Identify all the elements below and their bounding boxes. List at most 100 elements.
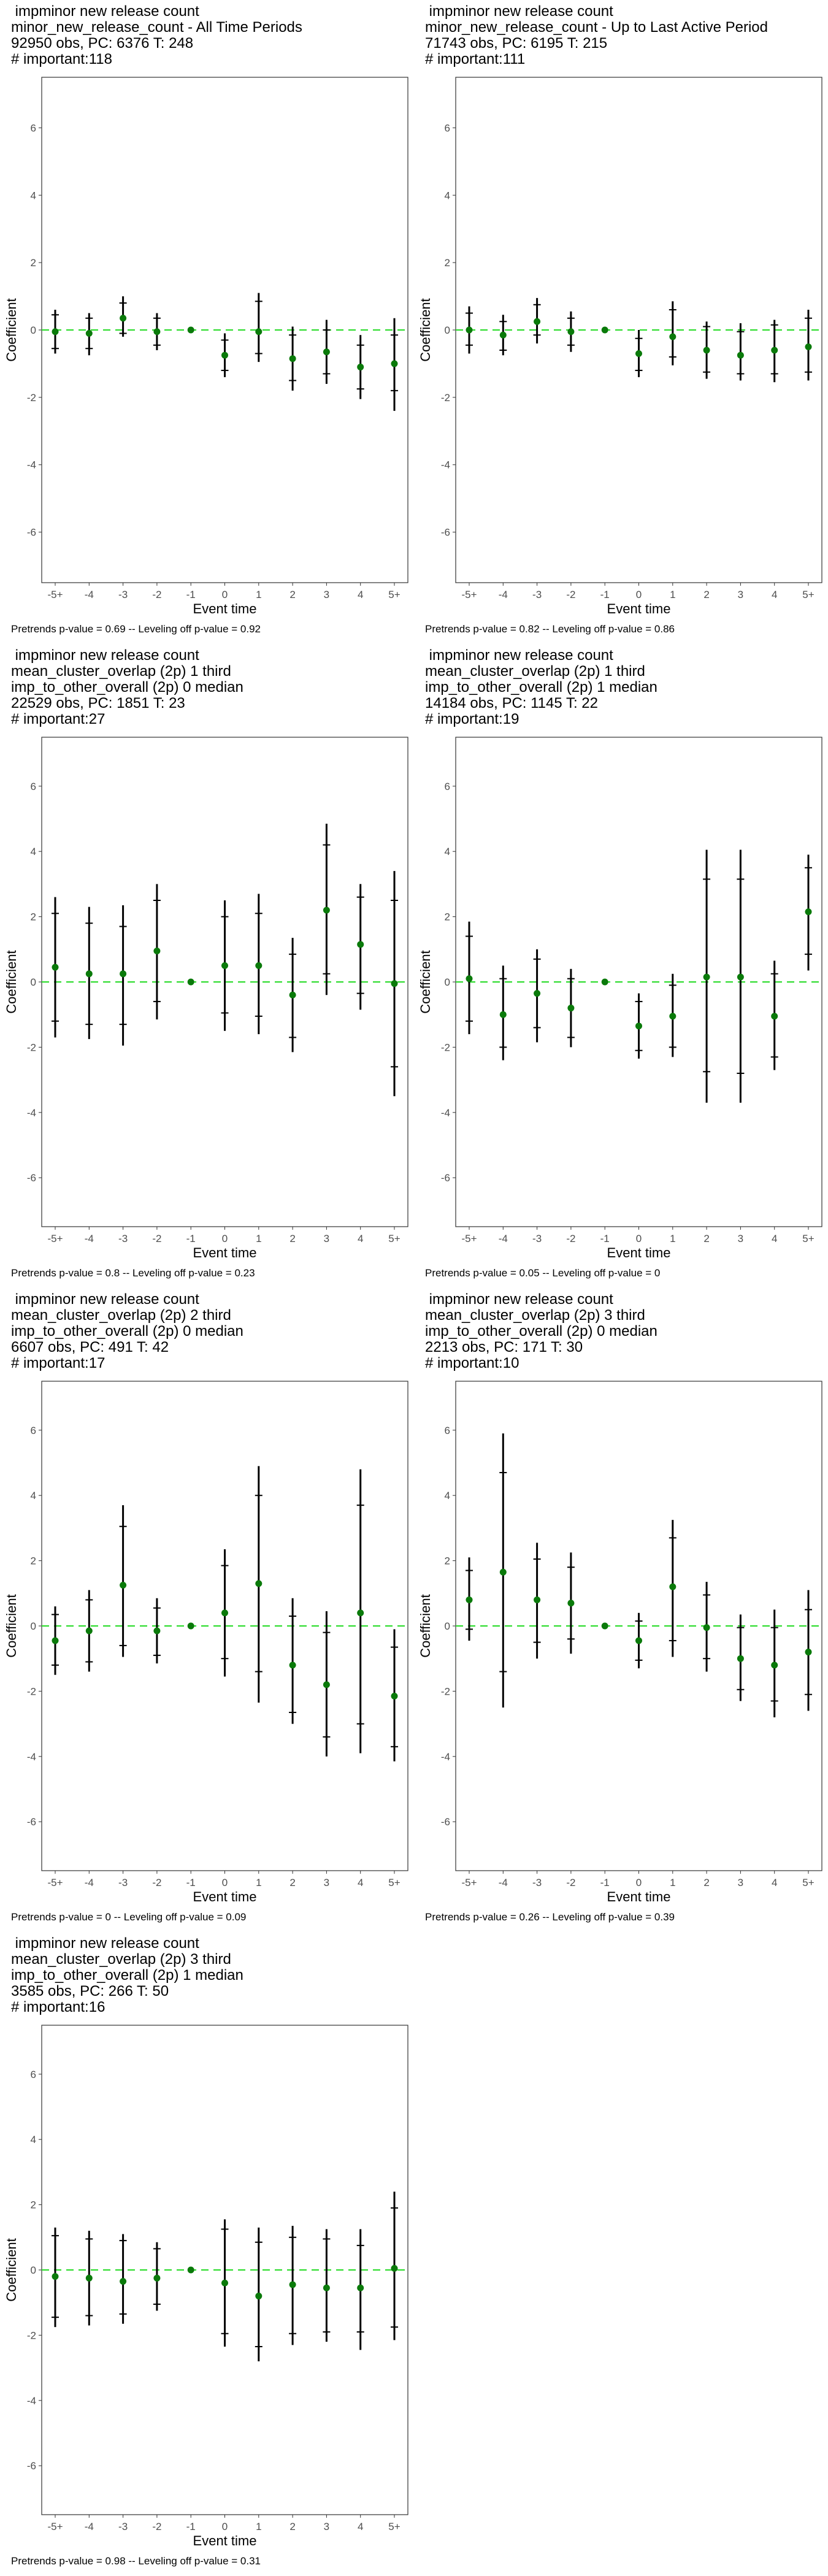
chart-title-line: imp_to_other_overall (2p) 0 median (11, 1323, 243, 1340)
x-tick-label: -3 (118, 1233, 128, 1244)
y-tick-label: 2 (445, 911, 450, 923)
chart-title-line: impminor new release count (11, 647, 199, 664)
x-tick-label: 3 (324, 2521, 329, 2532)
point-estimate (703, 1624, 710, 1631)
x-tick-label: -2 (566, 1233, 575, 1244)
point-estimate (635, 1637, 642, 1644)
x-tick-label: 5+ (802, 1233, 814, 1244)
coefficient-plot: -6 -4 -2 0 2 4 6 -5+ -4 -3 -2 -1 0 1 2 3 4 5+ Event time Co… (418, 77, 822, 616)
point-estimate (85, 2274, 93, 2282)
x-tick-label: 4 (772, 589, 777, 600)
p-value-caption: Pretrends p-value = 0.05 -- Leveling off… (425, 1267, 661, 1279)
estimate--1 (601, 978, 608, 986)
point-estimate (323, 1681, 330, 1689)
x-tick-label: 0 (222, 589, 228, 600)
point-estimate (466, 326, 473, 334)
y-tick-label: 4 (31, 2134, 36, 2145)
estimate-4 (356, 335, 364, 399)
x-tick-label: 1 (256, 2521, 261, 2532)
y-tick-label: 0 (445, 324, 450, 336)
point-estimate (703, 973, 710, 981)
point-estimate (120, 315, 127, 322)
p-value-caption: Pretrends p-value = 0.98 -- Leveling off… (11, 2555, 261, 2567)
estimate--5+ (52, 2227, 59, 2328)
y-tick-label: 0 (445, 976, 450, 988)
chart-title: impminor new release count mean_cluster_o… (11, 648, 243, 727)
y-tick-label: -4 (441, 459, 450, 471)
point-estimate (221, 2279, 228, 2287)
point-estimate (737, 351, 744, 359)
chart-title-line: mean_cluster_overlap (2p) 3 third (425, 1307, 645, 1324)
point-estimate (357, 1609, 364, 1617)
y-tick-label: 4 (31, 1490, 36, 1501)
x-tick-label: 4 (358, 1233, 363, 1244)
estimate-5+ (805, 310, 812, 381)
point-estimate (391, 360, 398, 367)
estimate-3 (737, 1614, 745, 1701)
x-tick-label: 2 (289, 589, 295, 600)
chart-title-line: 2213 obs, PC: 171 T: 30 (425, 1339, 583, 1355)
estimate-0 (635, 993, 643, 1059)
x-tick-label: -2 (152, 589, 161, 600)
y-tick-label: 2 (31, 1555, 36, 1567)
point-estimate (120, 1582, 127, 1589)
estimate--2 (153, 884, 161, 1020)
estimate--1 (187, 1622, 194, 1630)
y-tick-label: 2 (31, 911, 36, 923)
point-estimate (534, 1596, 541, 1603)
estimate-1 (255, 2227, 263, 2361)
point-estimate (52, 328, 59, 335)
point-estimate (357, 363, 364, 370)
y-tick-label: -2 (27, 1685, 36, 1697)
estimate-3 (737, 849, 745, 1103)
point-estimate (499, 1011, 507, 1018)
chart-title-line: mean_cluster_overlap (2p) 1 third (425, 663, 645, 680)
estimate-2 (289, 2226, 297, 2345)
chart-title-line: mean_cluster_overlap (2p) 2 third (11, 1307, 231, 1324)
x-tick-label: 2 (703, 589, 709, 600)
x-tick-label: -3 (532, 1877, 542, 1888)
x-tick-label: 5+ (802, 1877, 814, 1888)
chart-panel-3: impminor new release count mean_cluster_o… (0, 644, 414, 1288)
chart-title-line: 71743 obs, PC: 6195 T: 215 (425, 35, 608, 52)
estimate-0 (221, 333, 229, 377)
chart-panel-5: impminor new release count mean_cluster_o… (0, 1288, 414, 1932)
estimate--3 (119, 296, 127, 337)
x-tick-label: -2 (566, 589, 575, 600)
point-estimate (289, 991, 296, 999)
x-tick-label: 1 (256, 589, 261, 600)
x-tick-label: -1 (600, 589, 610, 600)
y-tick-label: -2 (27, 1041, 36, 1053)
chart-title-line: imp_to_other_overall (2p) 1 median (11, 1967, 243, 1984)
y-tick-label: 2 (31, 2199, 36, 2211)
x-tick-label: 1 (256, 1877, 261, 1888)
point-estimate (771, 1662, 778, 1669)
chart-title-line: impminor new release count (425, 3, 613, 20)
x-tick-label: 3 (324, 1233, 329, 1244)
point-estimate (221, 351, 228, 359)
coefficient-plot: -6 -4 -2 0 2 4 6 -5+ -4 -3 -2 -1 0 1 2 3 4 5+ Event time Co… (418, 737, 822, 1260)
estimate-1 (669, 973, 677, 1057)
y-tick-label: -6 (441, 527, 450, 539)
point-estimate (601, 1622, 608, 1630)
y-tick-label: 0 (31, 1620, 36, 1632)
estimate-0 (221, 900, 229, 1031)
point-estimate (187, 978, 194, 986)
chart-panel-1: impminor new release count minor_new_rele… (0, 0, 414, 644)
y-tick-label: -4 (27, 459, 36, 471)
x-tick-label: -4 (85, 2521, 94, 2532)
y-tick-label: -6 (27, 2460, 36, 2472)
estimate--1 (601, 326, 608, 334)
point-estimate (567, 328, 575, 335)
y-tick-label: -2 (27, 392, 36, 404)
x-tick-label: 5+ (388, 1877, 400, 1888)
chart-title-line: 3585 obs, PC: 266 T: 50 (11, 1983, 169, 1999)
y-tick-label: -6 (441, 1816, 450, 1828)
x-tick-label: -5+ (47, 589, 63, 600)
y-tick-label: 6 (445, 781, 450, 792)
estimate--2 (153, 313, 161, 350)
y-tick-label: 6 (31, 2069, 36, 2080)
x-tick-label: -4 (85, 1233, 94, 1244)
point-estimate (737, 1655, 744, 1662)
point-estimate (601, 326, 608, 334)
